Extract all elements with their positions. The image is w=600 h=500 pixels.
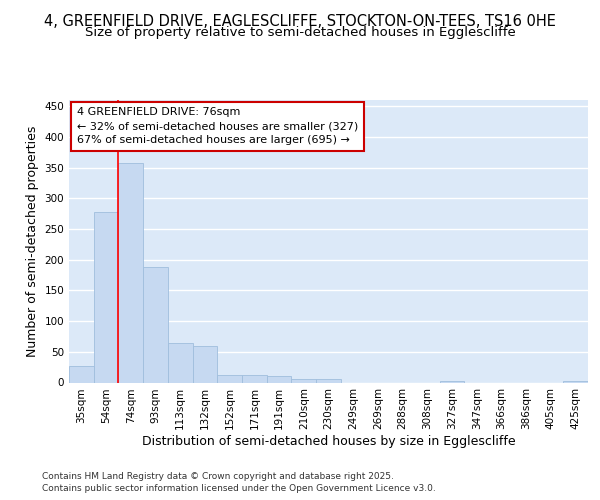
Bar [168,343,193,382]
Bar [316,380,341,382]
Bar [563,380,588,382]
Text: Contains public sector information licensed under the Open Government Licence v3: Contains public sector information licen… [42,484,436,493]
Bar [94,212,118,382]
Bar [292,380,316,382]
Bar [118,164,143,382]
Bar [69,366,94,382]
X-axis label: Distribution of semi-detached houses by size in Egglescliffe: Distribution of semi-detached houses by … [142,435,515,448]
Y-axis label: Number of semi-detached properties: Number of semi-detached properties [26,126,39,357]
Bar [440,380,464,382]
Text: 4 GREENFIELD DRIVE: 76sqm
← 32% of semi-detached houses are smaller (327)
67% of: 4 GREENFIELD DRIVE: 76sqm ← 32% of semi-… [77,107,358,145]
Bar [193,346,217,383]
Bar [217,374,242,382]
Bar [267,376,292,382]
Text: 4, GREENFIELD DRIVE, EAGLESCLIFFE, STOCKTON-ON-TEES, TS16 0HE: 4, GREENFIELD DRIVE, EAGLESCLIFFE, STOCK… [44,14,556,29]
Bar [143,267,168,382]
Text: Contains HM Land Registry data © Crown copyright and database right 2025.: Contains HM Land Registry data © Crown c… [42,472,394,481]
Text: Size of property relative to semi-detached houses in Egglescliffe: Size of property relative to semi-detach… [85,26,515,39]
Bar [242,374,267,382]
